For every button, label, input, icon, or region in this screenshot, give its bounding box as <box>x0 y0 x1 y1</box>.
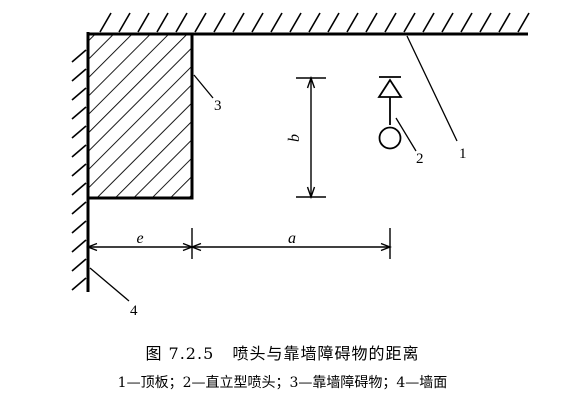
callout-4: 4 <box>130 303 138 319</box>
leader-lines <box>89 35 458 302</box>
dimension-a-label: a <box>288 230 296 247</box>
wall-hatching <box>71 49 87 291</box>
wall <box>71 32 90 292</box>
dimension-e-label: e <box>136 230 143 247</box>
dimension-b <box>296 75 326 200</box>
figure-title: 喷头与靠墙障碍物的距离 <box>232 344 420 363</box>
dimension-e-a <box>86 228 392 259</box>
callout-3: 3 <box>214 98 222 114</box>
figure-number: 图 7.2.5 <box>145 344 215 363</box>
diagram-canvas: b e a 1 2 3 4 <box>71 12 530 319</box>
figure-caption: 图 7.2.5 喷头与靠墙障碍物的距离 <box>0 340 565 364</box>
ceiling <box>88 12 530 36</box>
callout-1: 1 <box>459 146 467 162</box>
dimension-b-label: b <box>286 134 303 142</box>
ceiling-hatching <box>99 12 530 33</box>
callout-2: 2 <box>416 151 424 167</box>
legend-text: 1—顶板；2—直立型喷头；3—靠墙障碍物；4—墙面 <box>117 375 448 391</box>
figure-legend: 1—顶板；2—直立型喷头；3—靠墙障碍物；4—墙面 <box>0 372 565 392</box>
obstruction <box>86 32 194 200</box>
sprinkler-icon <box>377 76 403 150</box>
